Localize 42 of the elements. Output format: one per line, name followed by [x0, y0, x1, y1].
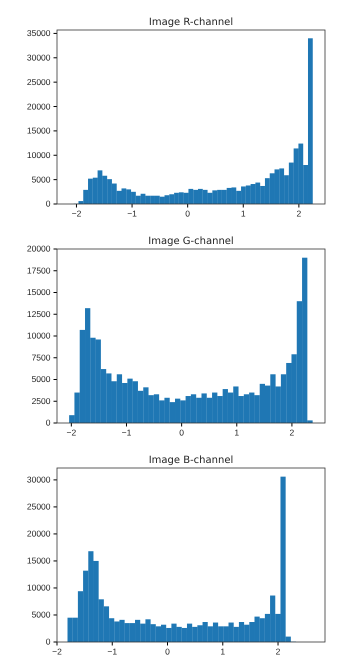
- y-tick-label: 15000: [26, 556, 51, 566]
- chart-title: Image R-channel: [148, 17, 234, 28]
- y-tick-label: 25000: [26, 76, 51, 87]
- x-tick-label: −1: [122, 428, 132, 438]
- x-tick-label: 0: [165, 646, 170, 657]
- y-tick-label: 20000: [26, 101, 51, 112]
- x-tick-label: 0: [185, 208, 190, 219]
- y-tick-label: 0: [46, 198, 51, 209]
- y-tick-label: 5000: [32, 374, 51, 384]
- x-tick-label: −2: [72, 208, 82, 219]
- y-tick-label: 20000: [26, 244, 51, 254]
- y-tick-label: 0: [46, 418, 51, 428]
- chart-title: Image B-channel: [148, 455, 234, 466]
- x-tick-label: −2: [52, 646, 62, 657]
- y-tick-label: 10000: [26, 330, 51, 341]
- y-tick-label: 15000: [26, 126, 51, 136]
- y-tick-label: 12500: [26, 308, 51, 319]
- x-tick-label: 1: [220, 646, 226, 657]
- x-tick-label: −1: [127, 208, 138, 219]
- y-tick-label: 30000: [26, 52, 51, 62]
- y-tick-label: 2500: [32, 396, 51, 406]
- y-tick-label: 35000: [26, 28, 51, 38]
- x-tick-label: −2: [66, 428, 76, 438]
- x-tick-label: 2: [276, 646, 281, 657]
- y-tick-label: 0: [46, 636, 51, 647]
- y-tick-label: 15000: [26, 287, 51, 298]
- y-tick-label: 25000: [26, 502, 51, 512]
- y-tick-label: 17500: [26, 265, 51, 276]
- y-tick-label: 10000: [26, 150, 51, 160]
- x-tick-label: −1: [107, 646, 118, 657]
- y-tick-label: 20000: [26, 528, 51, 539]
- x-tick-label: 2: [296, 208, 302, 219]
- x-tick-label: 2: [290, 428, 295, 438]
- y-tick-label: 5000: [32, 174, 51, 184]
- chart-title: Image G-channel: [148, 236, 234, 247]
- y-tick-label: 5000: [32, 610, 51, 620]
- y-tick-label: 30000: [26, 474, 51, 485]
- x-tick-label: 1: [240, 208, 246, 219]
- x-tick-label: 1: [234, 428, 240, 438]
- y-tick-label: 7500: [32, 352, 51, 362]
- x-tick-label: 0: [179, 428, 184, 438]
- y-tick-label: 10000: [26, 582, 51, 593]
